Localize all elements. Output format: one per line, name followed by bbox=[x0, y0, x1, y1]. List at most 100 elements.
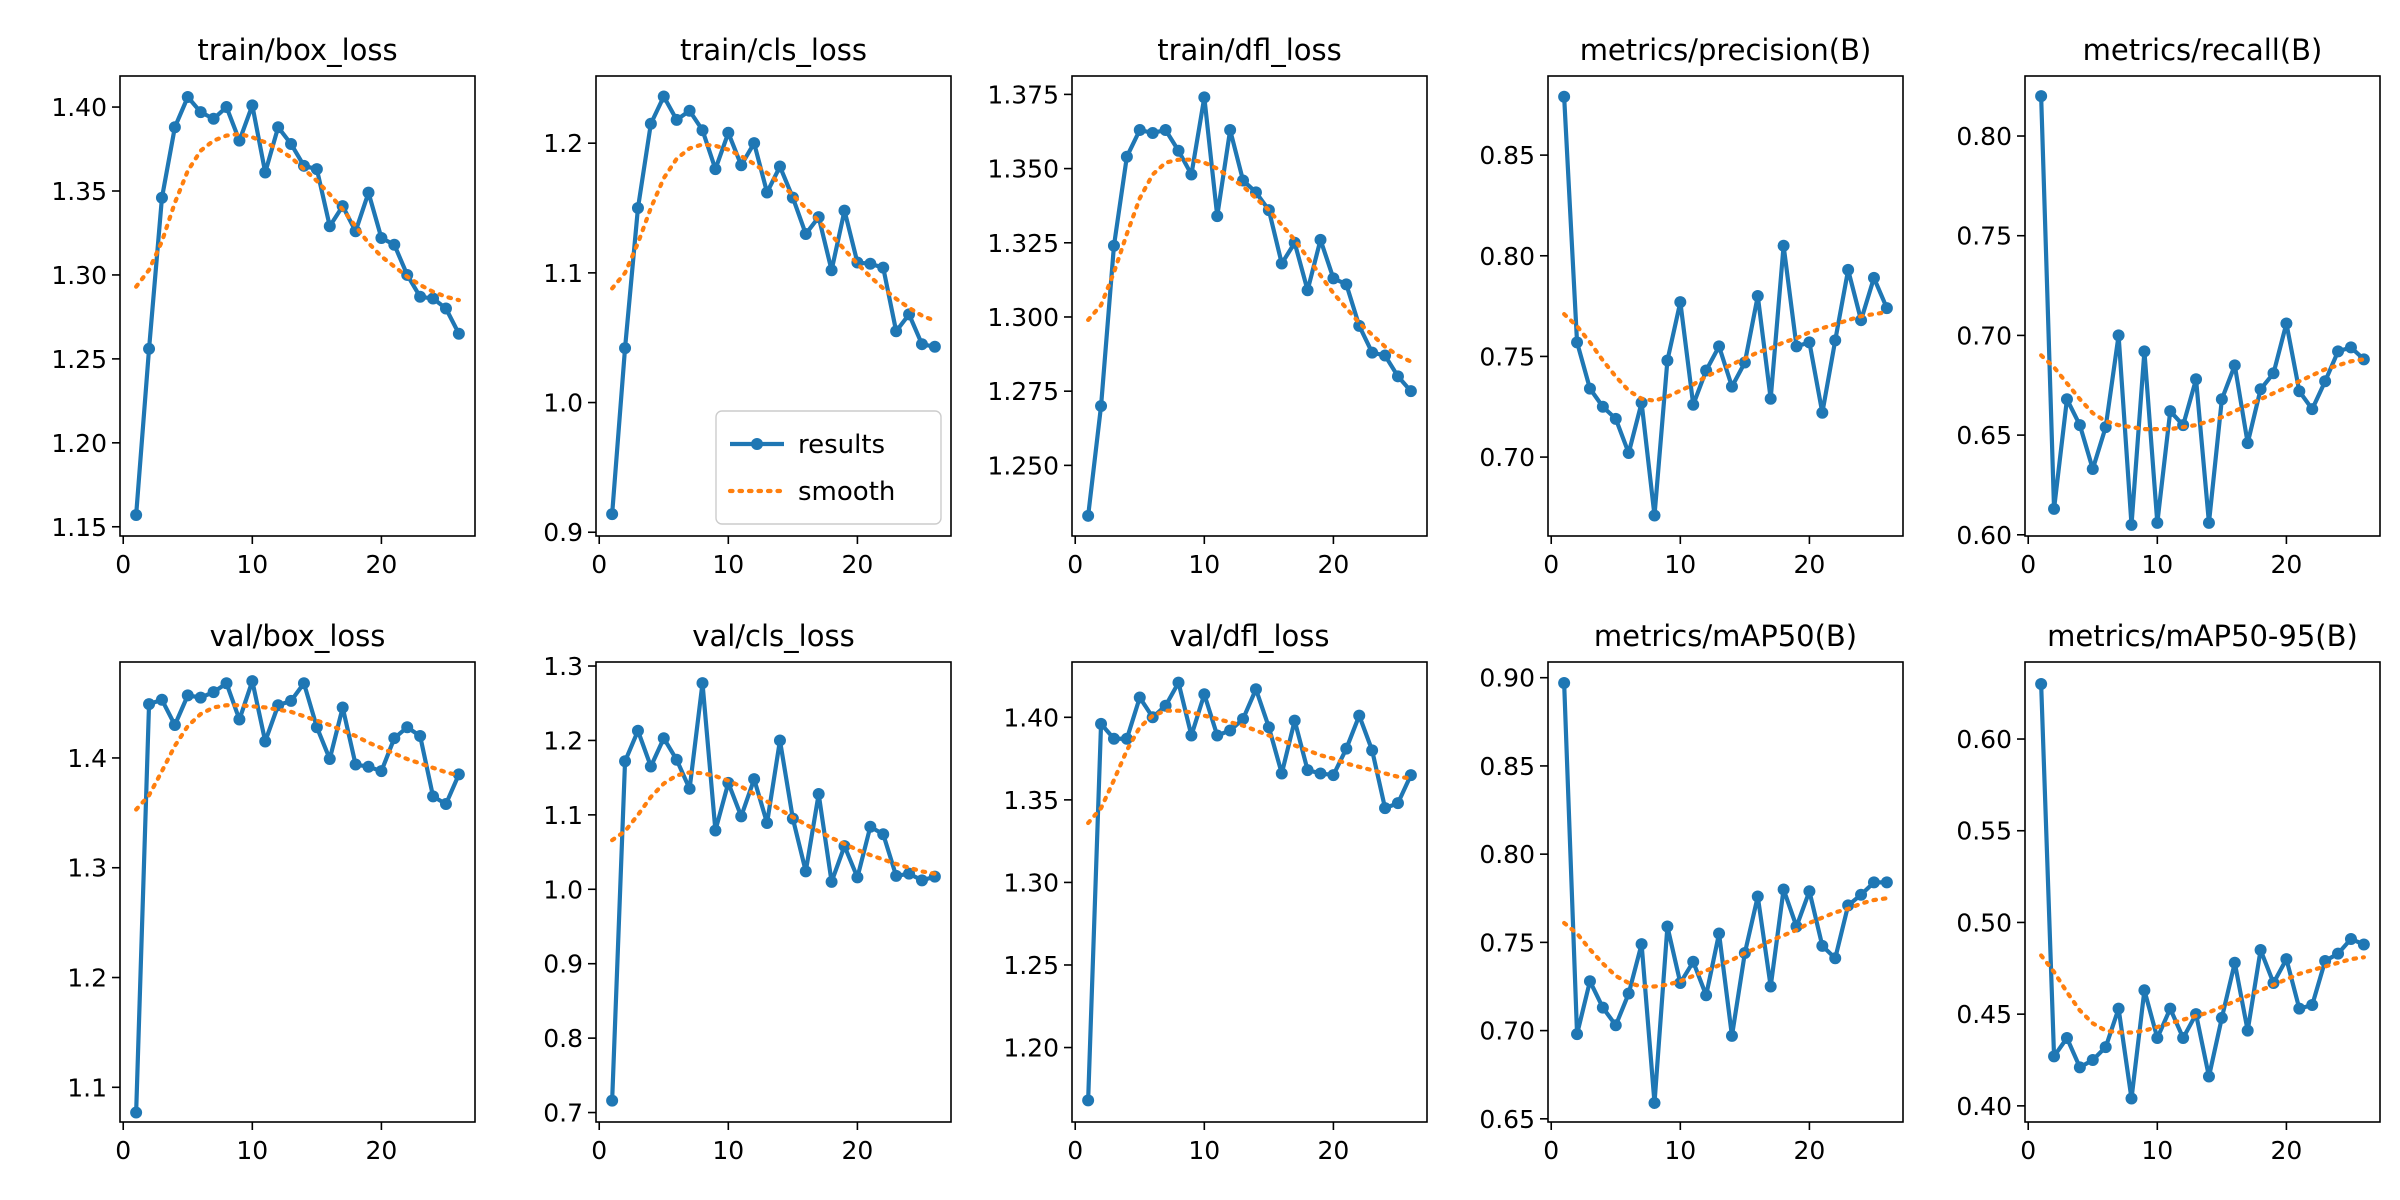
panel-metrics-map50-95-b: metrics/mAP50-95(B) 0 10 20 0.40 0.45 0.50 0.55… bbox=[1956, 619, 2381, 1165]
x-tick-label: 20 bbox=[1318, 1136, 1350, 1165]
results-point bbox=[1596, 1001, 1609, 1014]
results-point bbox=[2332, 947, 2345, 960]
results-point bbox=[362, 186, 375, 199]
panel-train-dfl-loss: train/dfl_loss 0 10 20 1.250 1.275 1.300 1.325 1… bbox=[987, 33, 1428, 579]
results-point bbox=[220, 101, 233, 114]
y-tick-label: 0.70 bbox=[1479, 443, 1535, 472]
results-point bbox=[2125, 1092, 2138, 1105]
results-point bbox=[606, 1094, 619, 1107]
panel-title: val/cls_loss bbox=[692, 619, 854, 653]
results-point bbox=[864, 820, 877, 833]
results-point bbox=[619, 342, 632, 355]
results-point bbox=[1379, 349, 1392, 362]
results-point bbox=[2048, 502, 2061, 515]
results-point bbox=[1198, 688, 1211, 701]
x-tick-label: 10 bbox=[1188, 1136, 1220, 1165]
x-tick-label: 10 bbox=[1188, 550, 1220, 579]
results-point bbox=[1829, 952, 1842, 965]
y-tick-label: 1.20 bbox=[1003, 1034, 1059, 1063]
results-point bbox=[233, 134, 246, 147]
results-line bbox=[134, 678, 461, 1113]
results-line bbox=[134, 94, 461, 516]
results-point bbox=[1353, 709, 1366, 722]
smooth-line bbox=[1562, 896, 1889, 989]
results-point bbox=[246, 99, 259, 112]
results-point bbox=[1609, 1019, 1622, 1032]
results-point bbox=[735, 159, 748, 172]
results-point bbox=[427, 790, 440, 803]
plot-frame bbox=[119, 75, 476, 537]
results-point bbox=[1120, 732, 1133, 745]
results-point bbox=[1391, 797, 1404, 810]
legend-results-label: results bbox=[798, 430, 885, 460]
panel-title: train/cls_loss bbox=[680, 33, 867, 67]
y-tick-label: 1.300 bbox=[987, 303, 1059, 332]
results-point bbox=[143, 342, 156, 355]
results-point bbox=[915, 874, 928, 887]
results-point bbox=[2306, 998, 2319, 1011]
smooth-line bbox=[1562, 310, 1889, 403]
y-tick-label: 0.65 bbox=[1956, 421, 2012, 450]
results-point bbox=[1725, 380, 1738, 393]
panel-train-box-loss: train/box_loss 0 10 20 1.15 1.20 1.25 1.30 1.35 1… bbox=[51, 33, 476, 579]
y-tick-label: 1.40 bbox=[51, 93, 107, 122]
results-point bbox=[877, 828, 890, 841]
results-point bbox=[1867, 271, 1880, 284]
results-point bbox=[207, 112, 220, 125]
results-point bbox=[452, 768, 465, 781]
panel-train-cls-loss: train/cls_loss 0 10 20 0.9 1.0 1.1 1.2 results sm… bbox=[543, 33, 952, 579]
results-point bbox=[1262, 721, 1275, 734]
results-point bbox=[1404, 385, 1417, 398]
x-tick-label: 10 bbox=[712, 550, 744, 579]
results-point bbox=[631, 724, 644, 737]
results-point bbox=[388, 238, 401, 251]
results-point bbox=[1713, 927, 1726, 940]
results-point bbox=[310, 721, 323, 734]
y-tick-label: 0.75 bbox=[1956, 222, 2012, 251]
y-tick-label: 1.40 bbox=[1003, 703, 1059, 732]
results-point bbox=[1596, 400, 1609, 413]
x-tick-label: 20 bbox=[2271, 1136, 2303, 1165]
y-tick-label: 0.55 bbox=[1956, 817, 2012, 846]
results-point bbox=[2164, 1002, 2177, 1015]
y-tick-label: 1.0 bbox=[543, 875, 583, 904]
results-point bbox=[799, 865, 812, 878]
results-point bbox=[1288, 714, 1301, 727]
results-point bbox=[903, 867, 916, 880]
y-tick-label: 1.15 bbox=[51, 513, 107, 542]
results-point bbox=[928, 340, 941, 353]
y-tick-label: 0.70 bbox=[1956, 321, 2012, 350]
y-tick-label: 0.75 bbox=[1479, 342, 1535, 371]
y-tick-label: 1.0 bbox=[543, 389, 583, 418]
panel-title: metrics/mAP50-95(B) bbox=[2047, 619, 2358, 653]
results-point bbox=[2073, 1061, 2086, 1074]
results-point bbox=[606, 508, 619, 521]
results-point bbox=[2202, 516, 2215, 529]
results-point bbox=[143, 698, 156, 711]
results-point bbox=[1275, 257, 1288, 270]
results-point bbox=[1738, 356, 1751, 369]
results-point bbox=[2125, 518, 2138, 531]
panel-title: train/box_loss bbox=[197, 33, 397, 67]
x-tick-label: 0 bbox=[2020, 1136, 2036, 1165]
results-point bbox=[825, 875, 838, 888]
results-point bbox=[2138, 345, 2151, 358]
results-point bbox=[915, 338, 928, 351]
results-line bbox=[2039, 683, 2365, 1101]
results-point bbox=[1172, 676, 1185, 689]
results-point bbox=[1648, 509, 1661, 522]
results-point bbox=[722, 126, 735, 139]
results-point bbox=[2241, 1024, 2254, 1037]
smooth-line bbox=[610, 770, 937, 876]
y-tick-label: 1.25 bbox=[1003, 951, 1059, 980]
results-point bbox=[1275, 767, 1288, 780]
results-point bbox=[1211, 210, 1224, 223]
results-point bbox=[1146, 126, 1159, 139]
panel-title: metrics/precision(B) bbox=[1580, 33, 1872, 67]
y-tick-label: 1.275 bbox=[987, 377, 1059, 406]
x-tick-label: 10 bbox=[236, 550, 268, 579]
results-point bbox=[194, 106, 207, 119]
plot-frame bbox=[595, 661, 952, 1123]
results-point bbox=[773, 160, 786, 173]
results-point bbox=[2164, 405, 2177, 418]
